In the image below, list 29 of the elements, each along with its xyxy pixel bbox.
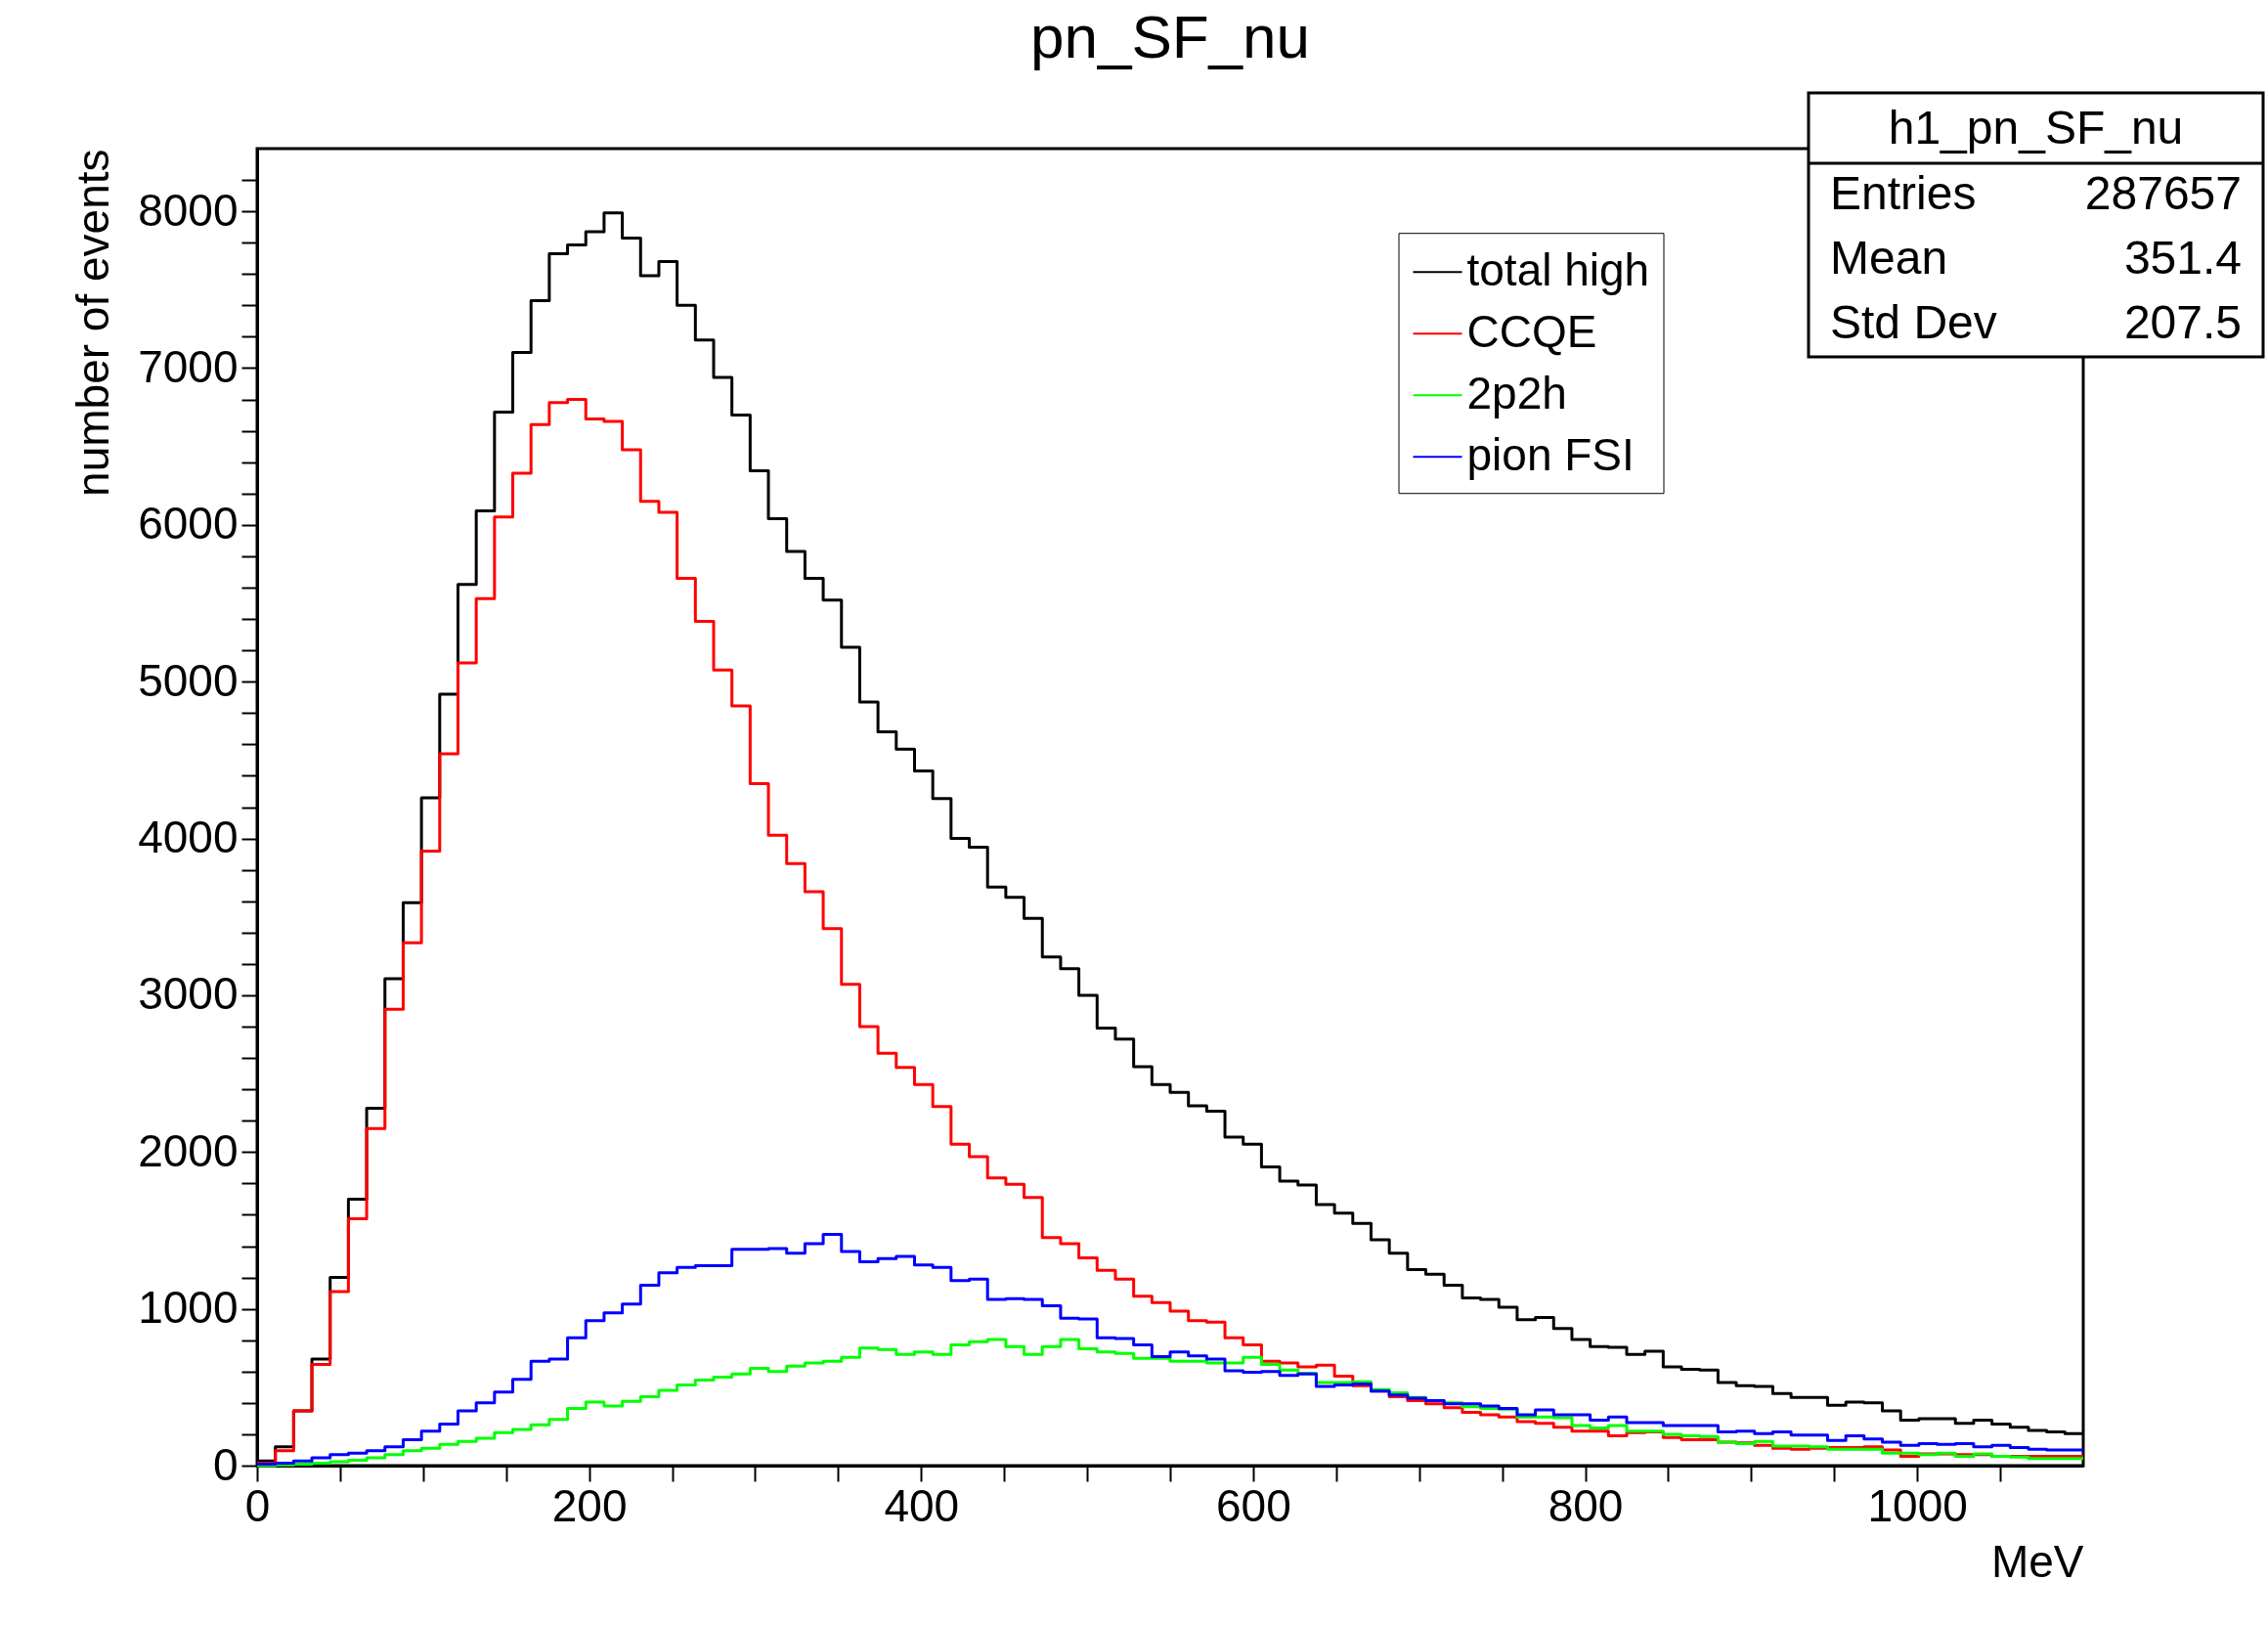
annotation: Mean (1830, 232, 1948, 284)
x-tick-label: 1000 (1867, 1479, 1968, 1531)
annotation: Std Dev (1830, 296, 1997, 348)
x-tick-label: 800 (1548, 1479, 1624, 1531)
y-axis-title: number of events (67, 149, 119, 497)
x-tick-label: 200 (551, 1479, 628, 1531)
x-tick-label: 600 (1216, 1479, 1291, 1531)
text: 207.5 (2123, 296, 2242, 348)
y-tick-label: 3000 (138, 968, 239, 1020)
y-tick-label: 2000 (138, 1124, 239, 1176)
text: 351.4 (2123, 232, 2242, 284)
y-tick-label: 7000 (138, 341, 239, 392)
chart-title: pn_SF_nu (1029, 3, 1311, 70)
legend-label: total high (1466, 244, 1650, 296)
y-tick-label: 6000 (138, 498, 239, 549)
legend-label: CCQE (1466, 306, 1597, 358)
text: 287657 (2084, 167, 2242, 219)
annotation: Entries (1830, 167, 1977, 219)
y-tick-label: 0 (212, 1438, 239, 1490)
x-tick-label: 0 (244, 1479, 271, 1531)
x-tick-label: 400 (884, 1479, 960, 1531)
legend-label: pion FSI (1466, 429, 1635, 481)
y-tick-label: 4000 (138, 812, 239, 863)
y-tick-label: 5000 (138, 654, 239, 706)
annotation: h1_pn_SF_nu (1888, 102, 2184, 154)
y-tick-label: 1000 (138, 1282, 239, 1334)
y-tick-label: 8000 (138, 184, 239, 236)
legend-label: 2p2h (1466, 368, 1567, 419)
x-axis-title: MeV (1990, 1535, 2084, 1587)
